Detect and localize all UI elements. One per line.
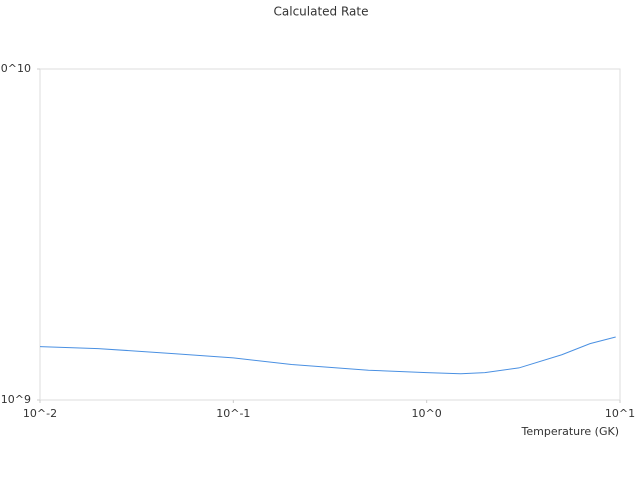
x-tick-label: 10^0	[412, 407, 442, 420]
data-line	[39, 336, 616, 375]
x-axis-label: Temperature (GK)	[521, 425, 620, 438]
x-tick-label: 10^-1	[216, 407, 250, 420]
plot-frame	[39, 68, 621, 401]
y-tick-label: 10^9	[1, 393, 31, 406]
chart-title: Calculated Rate	[274, 5, 369, 19]
x-tick-label: 10^1	[605, 407, 635, 420]
y-tick-label: 10^10	[0, 62, 31, 75]
x-tick-label: 10^-2	[23, 407, 57, 420]
